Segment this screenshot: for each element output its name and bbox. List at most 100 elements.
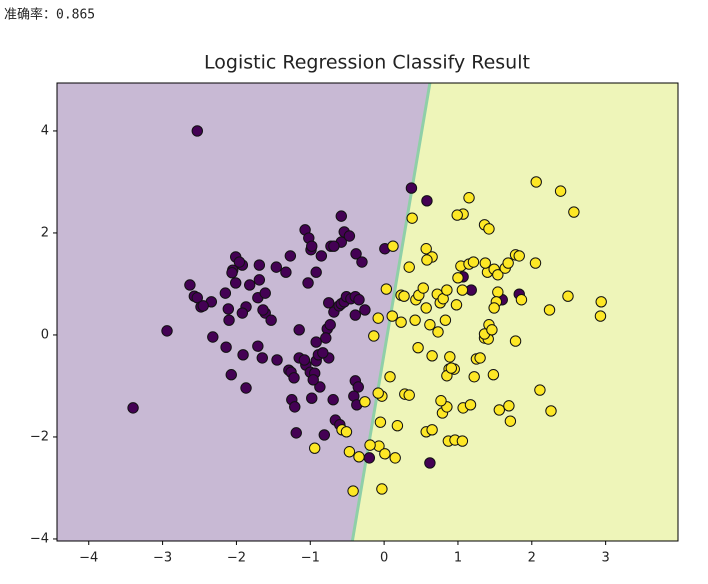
point (368, 330, 380, 342)
point (376, 483, 388, 495)
point (594, 310, 607, 322)
point (432, 326, 444, 338)
point (403, 389, 415, 401)
point (493, 404, 506, 416)
point (421, 195, 433, 207)
point (445, 362, 458, 374)
point (289, 401, 301, 413)
point (350, 248, 362, 260)
point (450, 299, 463, 311)
point (307, 374, 319, 386)
point (424, 457, 436, 469)
point (197, 300, 209, 312)
point (488, 302, 500, 314)
point (421, 254, 433, 266)
point (380, 283, 393, 295)
x-tick-label: 2 (528, 551, 536, 566)
point (226, 267, 238, 279)
point (479, 257, 491, 269)
point (406, 212, 418, 224)
point (417, 282, 429, 294)
y-tick-label: 0 (41, 327, 49, 342)
point (554, 185, 567, 197)
point (356, 256, 368, 268)
point (420, 243, 432, 255)
point (237, 349, 249, 361)
y-tick-label: −2 (30, 429, 49, 444)
point (318, 429, 331, 441)
point (420, 302, 432, 314)
point (309, 442, 321, 454)
point (324, 319, 336, 331)
point (387, 240, 399, 252)
point (441, 284, 453, 296)
point (374, 416, 387, 428)
point (306, 240, 318, 252)
point (530, 176, 542, 188)
point (284, 250, 297, 262)
point (463, 192, 475, 204)
x-tick-label: −4 (79, 551, 98, 566)
point (384, 371, 396, 383)
point (327, 394, 339, 406)
x-tick-label: 1 (454, 551, 462, 566)
point (302, 277, 314, 289)
point (456, 284, 469, 296)
point (265, 314, 277, 326)
point (343, 230, 356, 242)
point (468, 371, 480, 383)
point (320, 332, 332, 344)
point (353, 294, 365, 306)
point (451, 209, 463, 221)
point (492, 286, 504, 298)
point (229, 277, 242, 289)
point (270, 261, 283, 273)
point (435, 395, 447, 407)
point (240, 382, 252, 394)
point (529, 257, 542, 269)
point (223, 314, 235, 326)
point (426, 350, 438, 362)
point (225, 369, 237, 381)
point (310, 266, 322, 278)
point (290, 427, 302, 439)
point (306, 392, 318, 404)
x-tick-label: −2 (227, 551, 246, 566)
point (184, 279, 196, 291)
point (353, 451, 365, 463)
point (452, 272, 464, 284)
point (487, 369, 500, 381)
point (534, 384, 546, 396)
point (207, 331, 219, 343)
point (509, 335, 522, 347)
point (359, 304, 371, 316)
x-tick-label: −1 (301, 551, 320, 566)
point (464, 399, 477, 411)
point (545, 405, 557, 417)
point (456, 435, 469, 447)
point (271, 354, 283, 366)
point (504, 415, 517, 427)
point (403, 261, 415, 273)
point (467, 256, 480, 268)
point (391, 420, 404, 432)
point (340, 426, 353, 438)
point (328, 240, 340, 252)
point (244, 279, 256, 291)
point (364, 439, 376, 451)
chart-title: Logistic Regression Classify Result (204, 52, 530, 74)
point (349, 309, 362, 321)
point (372, 387, 384, 399)
point (347, 485, 359, 497)
plot-frame (56, 82, 679, 542)
point (127, 402, 139, 414)
point (503, 400, 515, 412)
point (253, 274, 266, 286)
point (314, 381, 326, 393)
y-tick-label: 4 (41, 123, 49, 138)
x-tick-label: 0 (380, 551, 388, 566)
point (444, 351, 456, 363)
point (252, 340, 264, 352)
point (298, 354, 311, 366)
